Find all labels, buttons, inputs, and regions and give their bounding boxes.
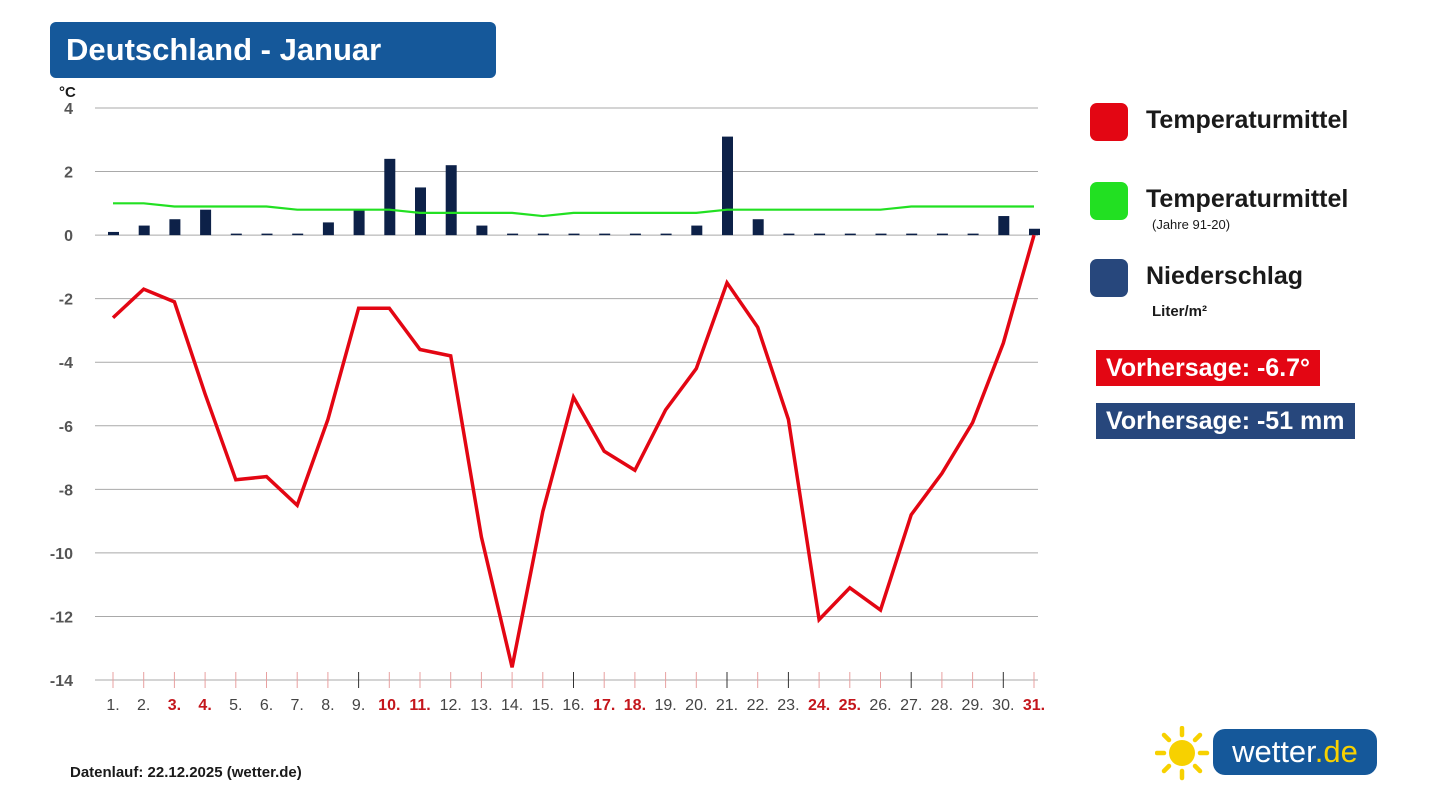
precipitation-bar xyxy=(415,187,426,236)
x-tick-label: 27. xyxy=(900,697,922,714)
temperature-line xyxy=(111,234,1036,668)
precipitation-bar xyxy=(169,219,181,236)
y-axis-unit: °C xyxy=(59,84,76,101)
x-tick-label: 22. xyxy=(747,697,769,714)
precipitation-bar xyxy=(1029,228,1040,236)
x-tick-label: 7. xyxy=(291,697,304,714)
precipitation-bar xyxy=(230,233,242,236)
precipitation-bar xyxy=(691,225,703,236)
x-tick-label: 30. xyxy=(992,697,1014,714)
x-tick-label: 5. xyxy=(229,697,242,714)
legend-swatch-climate xyxy=(1090,182,1128,220)
legend-sub-precipitation: Liter/m² xyxy=(1152,303,1208,320)
precipitation-bar xyxy=(875,233,887,236)
precipitation-bar xyxy=(108,231,119,236)
data-run-footer: Datenlauf: 22.12.2025 (wetter.de) xyxy=(70,764,302,781)
x-tick-label: 13. xyxy=(470,697,492,714)
x-tick-label: 1. xyxy=(106,697,119,714)
precipitation-bar xyxy=(906,233,918,236)
precipitation-bar xyxy=(322,222,334,236)
precipitation-bar xyxy=(936,233,948,236)
x-tick-label: 18. xyxy=(624,697,646,714)
y-tick-label: -14 xyxy=(50,673,73,690)
x-tick-label: 11. xyxy=(409,697,430,714)
y-tick-label: 4 xyxy=(64,101,73,118)
x-tick-label: 8. xyxy=(321,697,334,714)
legend-label-climate: Temperaturmittel xyxy=(1146,185,1349,213)
precipitation-bar xyxy=(261,233,273,236)
x-tick-label: 9. xyxy=(352,697,365,714)
x-tick-label: 24. xyxy=(808,697,830,714)
x-tick-label: 26. xyxy=(869,697,891,714)
precipitation-bar xyxy=(967,233,979,236)
x-tick-label: 20. xyxy=(685,697,707,714)
precipitation-bar xyxy=(537,233,549,236)
x-tick-label: 6. xyxy=(260,697,273,714)
precipitation-bar xyxy=(783,233,795,236)
x-tick-label: 29. xyxy=(961,697,983,714)
y-tick-label: 0 xyxy=(64,228,73,245)
precipitation-bar xyxy=(445,165,457,236)
climate-normal-line xyxy=(113,202,1034,218)
precipitation-bar xyxy=(568,233,580,236)
x-tick-label: 23. xyxy=(777,697,799,714)
x-tick-label: 14. xyxy=(501,697,523,714)
y-tick-label: -4 xyxy=(59,355,73,372)
logo-tld: .de xyxy=(1314,734,1358,769)
y-tick-label: 2 xyxy=(64,165,73,182)
precipitation-bar xyxy=(384,158,396,236)
precipitation-bar xyxy=(138,225,150,236)
x-tick-label: 15. xyxy=(532,697,554,714)
y-tick-label: -6 xyxy=(59,419,73,436)
y-tick-label: -8 xyxy=(59,482,73,499)
x-tick-label: 2. xyxy=(137,697,150,714)
precipitation-bar xyxy=(752,219,764,236)
precipitation-bar xyxy=(599,233,611,236)
precipitation-bar xyxy=(814,233,826,236)
logo-name: wetter xyxy=(1232,734,1315,769)
logo-wordmark: wetter.de xyxy=(1213,729,1377,775)
y-tick-label: -2 xyxy=(59,292,73,309)
legend-swatch-temperature xyxy=(1090,103,1128,141)
x-tick-label: 31. xyxy=(1023,697,1045,714)
precipitation-bar xyxy=(722,136,733,236)
temperature-precipitation-chart: °C 4 2 0 -2 -4 -6 -8 -10 -12 -14 1. 2. 3. 4. 5. 6. 7. 8.… xyxy=(50,84,1045,714)
x-tick-label: 25. xyxy=(839,697,861,714)
precipitation-bar xyxy=(292,233,304,236)
x-tick-label: 4. xyxy=(198,697,211,714)
sun-icon xyxy=(1154,725,1210,781)
precipitation-bar xyxy=(660,233,672,236)
y-tick-label: -10 xyxy=(50,546,73,563)
precipitation-bar xyxy=(844,233,856,236)
legend-sub-climate: (Jahre 91-20) xyxy=(1152,217,1231,232)
x-tick-label: 10. xyxy=(378,697,400,714)
x-tick-label: 3. xyxy=(168,697,181,714)
precipitation-bar xyxy=(629,233,641,236)
x-tick-label: 17. xyxy=(593,697,615,714)
precipitation-bar xyxy=(998,216,1010,236)
x-tick-label: 28. xyxy=(931,697,953,714)
x-tick-label: 16. xyxy=(562,697,584,714)
wetter-de-logo: wetter.de xyxy=(1154,725,1377,782)
precipitation-bar xyxy=(200,209,212,236)
y-tick-label: -12 xyxy=(50,609,73,626)
x-tick-label: 21. xyxy=(716,697,738,714)
precipitation-bar xyxy=(476,225,488,236)
x-tick-label: 19. xyxy=(654,697,676,714)
forecast-temperature: Vorhersage: -6.7° xyxy=(1096,350,1321,386)
x-tick-label: 12. xyxy=(440,697,462,714)
legend-label-precipitation: Niederschlag xyxy=(1146,262,1304,290)
precipitation-bar xyxy=(353,209,365,236)
chart-title: Deutschland - Januar xyxy=(50,22,496,78)
forecast-precipitation: Vorhersage: -51 mm xyxy=(1096,403,1355,439)
precipitation-bar xyxy=(507,233,519,236)
legend-label-temperature: Temperaturmittel xyxy=(1146,106,1349,134)
legend-swatch-precipitation xyxy=(1090,259,1128,297)
